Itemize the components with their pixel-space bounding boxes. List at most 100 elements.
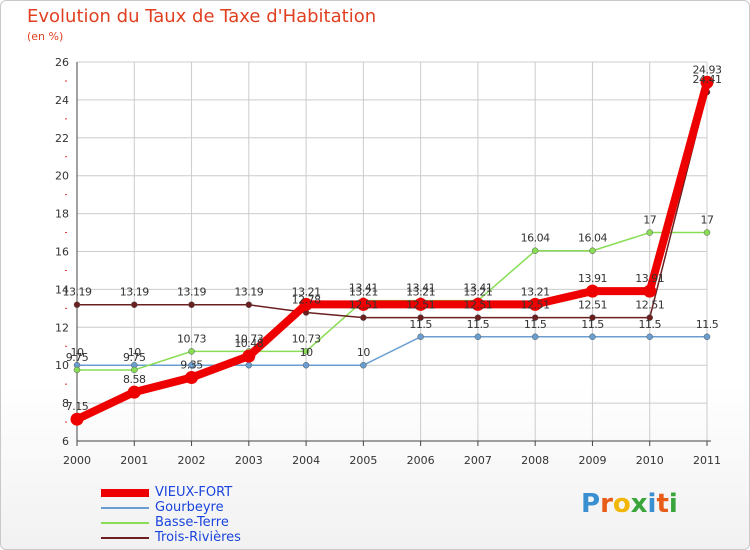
data-label-vieux-fort: 13.21 bbox=[292, 285, 321, 298]
data-point-basse-terre bbox=[73, 366, 81, 374]
data-point-trois-rivi-res bbox=[531, 314, 539, 321]
data-label-vieux-fort: 8.58 bbox=[123, 373, 146, 386]
logo-letter: r bbox=[600, 489, 613, 519]
data-point-vieux-fort bbox=[70, 412, 84, 426]
chart-title: Evolution du Taux de Taxe d'Habitation bbox=[27, 6, 377, 27]
data-point-trois-rivi-res bbox=[360, 314, 367, 321]
data-label-gourbeyre: 11.5 bbox=[581, 318, 604, 331]
data-label-trois-rivi-res: 12.51 bbox=[521, 299, 550, 312]
data-point-basse-terre bbox=[703, 229, 711, 236]
data-label-gourbeyre: 11.5 bbox=[696, 318, 719, 331]
data-label-gourbeyre: 10 bbox=[71, 346, 84, 359]
y-tick-label: 20 bbox=[55, 170, 69, 183]
data-point-vieux-fort bbox=[700, 75, 714, 89]
data-point-vieux-fort bbox=[242, 349, 256, 363]
legend-label: Gourbeyre bbox=[155, 500, 224, 515]
data-label-trois-rivi-res: 12.51 bbox=[463, 299, 492, 312]
data-label-trois-rivi-res: 12.78 bbox=[292, 294, 321, 307]
y-tick-label: 16 bbox=[55, 246, 69, 259]
data-point-vieux-fort bbox=[127, 385, 141, 399]
data-label-basse-terre: 16.04 bbox=[521, 232, 550, 245]
x-tick-label: 2007 bbox=[464, 454, 492, 467]
x-tick-label: 2003 bbox=[235, 454, 263, 467]
data-point-gourbeyre bbox=[646, 333, 653, 341]
data-label-basse-terre: 10.73 bbox=[234, 332, 263, 345]
data-point-gourbeyre bbox=[474, 333, 482, 341]
legend-swatch bbox=[101, 507, 149, 509]
x-tick-label: 2011 bbox=[693, 454, 721, 467]
data-label-basse-terre: 9.75 bbox=[66, 351, 89, 364]
logo-letter: P bbox=[581, 489, 601, 519]
logo-letter: x bbox=[630, 489, 648, 519]
data-point-gourbeyre bbox=[245, 361, 253, 369]
data-label-vieux-fort: 9.35 bbox=[180, 359, 203, 372]
data-label-basse-terre: 16.04 bbox=[578, 232, 607, 245]
data-label-trois-rivi-res: 13.19 bbox=[63, 286, 92, 299]
data-label-trois-rivi-res: 12.51 bbox=[635, 299, 664, 312]
data-label-basse-terre: 9.75 bbox=[123, 351, 146, 364]
data-point-gourbeyre bbox=[589, 333, 596, 341]
data-point-vieux-fort bbox=[643, 284, 657, 298]
data-label-trois-rivi-res: 24.41 bbox=[693, 73, 722, 86]
x-tick-label: 2002 bbox=[178, 454, 206, 467]
logo-letter: o bbox=[612, 489, 631, 519]
data-point-vieux-fort bbox=[185, 371, 199, 385]
data-label-basse-terre: 10.73 bbox=[177, 332, 206, 345]
x-tick-label: 2008 bbox=[521, 454, 549, 467]
data-point-vieux-fort bbox=[585, 284, 599, 298]
data-label-vieux-fort: 13.21 bbox=[463, 285, 492, 298]
y-tick-label: 18 bbox=[55, 208, 69, 221]
data-point-gourbeyre bbox=[703, 333, 711, 341]
data-label-trois-rivi-res: 13.19 bbox=[177, 286, 206, 299]
y-tick-label: 14 bbox=[55, 283, 69, 296]
y-tick-label: 6 bbox=[62, 435, 69, 448]
data-label-vieux-fort: 13.91 bbox=[635, 272, 664, 285]
data-point-basse-terre bbox=[302, 348, 310, 355]
data-label-trois-rivi-res: 13.19 bbox=[234, 286, 263, 299]
x-tick-label: 2010 bbox=[636, 454, 664, 467]
data-point-vieux-fort bbox=[414, 297, 428, 311]
x-tick-label: 2000 bbox=[63, 454, 91, 467]
legend-label: Trois-Rivières bbox=[155, 530, 241, 545]
data-label-gourbeyre: 11.5 bbox=[524, 318, 547, 331]
data-point-vieux-fort bbox=[528, 297, 542, 311]
data-label-gourbeyre: 11.5 bbox=[409, 318, 432, 331]
proxiti-logo: Proxiti bbox=[581, 489, 678, 519]
chart-subtitle: (en %) bbox=[27, 30, 64, 43]
y-tick-label: 22 bbox=[55, 132, 69, 145]
data-point-basse-terre bbox=[131, 366, 138, 374]
data-label-vieux-fort: 10.48 bbox=[234, 337, 263, 350]
data-point-trois-rivi-res bbox=[474, 314, 482, 321]
y-tick-label: 10 bbox=[55, 359, 69, 372]
data-point-trois-rivi-res bbox=[188, 301, 195, 308]
data-point-trois-rivi-res bbox=[589, 314, 596, 321]
data-point-basse-terre bbox=[531, 247, 539, 254]
legend-swatch bbox=[101, 537, 149, 539]
x-tick-label: 2009 bbox=[578, 454, 606, 467]
x-tick-label: 2005 bbox=[349, 454, 377, 467]
data-label-gourbeyre: 10 bbox=[128, 346, 141, 359]
data-label-basse-terre: 13.41 bbox=[349, 282, 378, 295]
data-label-gourbeyre: 11.5 bbox=[638, 318, 661, 331]
data-point-gourbeyre bbox=[302, 361, 310, 369]
logo-letter: i bbox=[668, 489, 678, 519]
data-label-vieux-fort: 13.21 bbox=[406, 285, 435, 298]
data-label-gourbeyre: 10 bbox=[300, 346, 313, 359]
x-tick-label: 2004 bbox=[292, 454, 320, 467]
x-tick-label: 2006 bbox=[407, 454, 435, 467]
data-label-vieux-fort: 13.21 bbox=[521, 285, 550, 298]
data-point-gourbeyre bbox=[188, 361, 195, 369]
legend-swatch bbox=[101, 522, 149, 524]
y-tick-label: 12 bbox=[55, 321, 69, 334]
data-point-basse-terre bbox=[188, 348, 195, 355]
series-line-gourbeyre bbox=[76, 336, 708, 366]
y-tick-label: 26 bbox=[55, 56, 69, 69]
legend-swatch bbox=[101, 489, 149, 497]
data-label-trois-rivi-res: 13.19 bbox=[120, 286, 149, 299]
series-line-trois-rivi-res bbox=[76, 91, 708, 319]
data-label-trois-rivi-res: 12.51 bbox=[406, 299, 435, 312]
x-tick-label: 2001 bbox=[120, 454, 148, 467]
data-point-trois-rivi-res bbox=[646, 314, 653, 321]
y-tick-label: 24 bbox=[55, 94, 69, 107]
